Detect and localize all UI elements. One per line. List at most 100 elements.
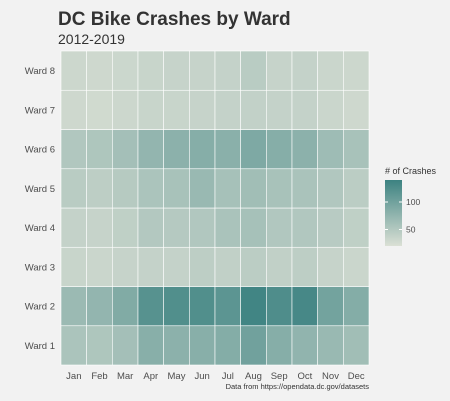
heatmap-cell [189,129,216,170]
chart-title: DC Bike Crashes by Ward [58,9,291,30]
heatmap-cell [291,129,318,170]
heatmap-cell [60,168,87,209]
heatmap-cell [60,325,87,366]
heatmap-cell [163,325,190,366]
heatmap-cell [343,50,370,91]
heatmap-cell [163,50,190,91]
x-tick-label: Oct [297,371,312,382]
heatmap-cell [214,50,241,91]
heatmap-cell [240,246,267,287]
heatmap-cells [60,50,370,366]
y-tick-label: Ward 7 [25,105,55,116]
heatmap-cell [112,207,139,248]
legend-colorbar [385,180,402,246]
x-tick-label: Nov [322,371,339,382]
heatmap-cell [266,286,293,327]
heatmap-cell [86,325,113,366]
heatmap-cell [240,286,267,327]
heatmap-cell [86,207,113,248]
heatmap-cell [266,89,293,130]
x-tick-label: Jun [195,371,210,382]
heatmap-cell [317,89,344,130]
y-tick-label: Ward 5 [25,184,55,195]
heatmap-cell [189,168,216,209]
heatmap-cell [291,89,318,130]
heatmap-cell [163,246,190,287]
heatmap-cell [189,246,216,287]
heatmap-cell [112,50,139,91]
heatmap-cell [214,129,241,170]
heatmap-cell [317,129,344,170]
x-tick-label: Aug [245,371,262,382]
heatmap-cell [240,325,267,366]
heatmap-cell [163,207,190,248]
y-tick-label: Ward 2 [25,302,55,313]
x-tick-label: Sep [271,371,288,382]
legend-tick-label: 100 [406,197,420,207]
heatmap-cell [291,286,318,327]
heatmap-cell [343,246,370,287]
heatmap-cell [86,129,113,170]
heatmap-cell [189,50,216,91]
heatmap-cell [86,89,113,130]
heatmap-cell [214,207,241,248]
heatmap-cell [317,246,344,287]
heatmap-cell [86,246,113,287]
heatmap-cell [86,50,113,91]
heatmap-cell [266,50,293,91]
heatmap-cell [137,325,164,366]
heatmap-cell [137,207,164,248]
heatmap-cell [112,89,139,130]
y-tick-label: Ward 1 [25,341,55,352]
x-axis-tick-labels: Jan Feb Mar Apr May Jun Jul Aug Sep Oct Nov Dec [66,371,365,382]
legend-title: # of Crashes [385,166,437,176]
heatmap-cell [60,89,87,130]
heatmap-cell [137,89,164,130]
heatmap-cell [112,168,139,209]
heatmap-cell [240,207,267,248]
heatmap-cell [163,89,190,130]
heatmap-cell [343,207,370,248]
x-tick-label: Jan [66,371,81,382]
heatmap-cell [112,325,139,366]
chart-caption: Data from https://opendata.dc.gov/datase… [226,382,370,391]
heatmap-cell [214,168,241,209]
heatmap-cell [214,286,241,327]
heatmap-cell [343,325,370,366]
y-tick-label: Ward 3 [25,262,55,273]
heatmap-cell [86,168,113,209]
heatmap-cell [343,89,370,130]
heatmap-cell [112,286,139,327]
heatmap-cell [137,168,164,209]
heatmap-cell [60,207,87,248]
heatmap-cell [240,168,267,209]
heatmap-cell [60,286,87,327]
heatmap-cell [291,50,318,91]
heatmap-cell [291,207,318,248]
x-tick-label: Mar [117,371,133,382]
heatmap-cell [214,325,241,366]
heatmap-cell [163,286,190,327]
y-tick-label: Ward 8 [25,66,55,77]
heatmap-cell [291,246,318,287]
heatmap-cell [214,89,241,130]
heatmap-cell [266,207,293,248]
x-tick-label: Feb [91,371,107,382]
heatmap-cell [317,286,344,327]
heatmap-cell [291,168,318,209]
heatmap-cell [163,129,190,170]
heatmap-cell [343,168,370,209]
heatmap-cell [266,129,293,170]
heatmap-cell [343,129,370,170]
heatmap-cell [137,246,164,287]
heatmap-cell [60,246,87,287]
heatmap-cell [60,129,87,170]
x-tick-label: Dec [348,371,365,382]
heatmap-cell [86,286,113,327]
y-tick-label: Ward 4 [25,223,55,234]
heatmap-cell [189,207,216,248]
y-axis-tick-labels: Ward 1 Ward 2 Ward 3 Ward 4 Ward 5 Ward 6 Ward… [25,66,55,352]
heatmap-cell [240,89,267,130]
